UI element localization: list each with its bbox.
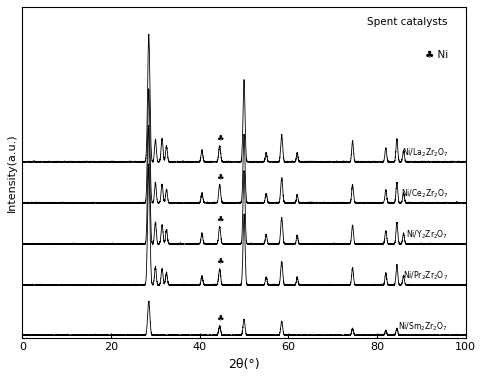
Text: ♣: ♣ xyxy=(216,214,224,223)
Text: Spent catalysts: Spent catalysts xyxy=(368,17,448,27)
Text: Ni/Sm$_2$Zr$_2$O$_7$: Ni/Sm$_2$Zr$_2$O$_7$ xyxy=(398,320,448,333)
Text: ♣: ♣ xyxy=(216,314,224,322)
Text: ♣: ♣ xyxy=(216,133,224,143)
Text: ♣: ♣ xyxy=(216,257,224,266)
Text: Ni/Pr$_2$Zr$_2$O$_7$: Ni/Pr$_2$Zr$_2$O$_7$ xyxy=(403,270,448,282)
X-axis label: 2θ(°): 2θ(°) xyxy=(228,358,260,371)
Text: ♣ Ni: ♣ Ni xyxy=(425,50,448,60)
Y-axis label: Intensity(a.u.): Intensity(a.u.) xyxy=(7,133,17,212)
Text: ♣: ♣ xyxy=(216,172,224,181)
Text: Ni/La$_2$Zr$_2$O$_7$: Ni/La$_2$Zr$_2$O$_7$ xyxy=(401,147,448,159)
Text: Ni/Ce$_2$Zr$_2$O$_7$: Ni/Ce$_2$Zr$_2$O$_7$ xyxy=(400,188,448,200)
Text: Ni/Y$_2$Zr$_2$O$_7$: Ni/Y$_2$Zr$_2$O$_7$ xyxy=(406,229,448,242)
